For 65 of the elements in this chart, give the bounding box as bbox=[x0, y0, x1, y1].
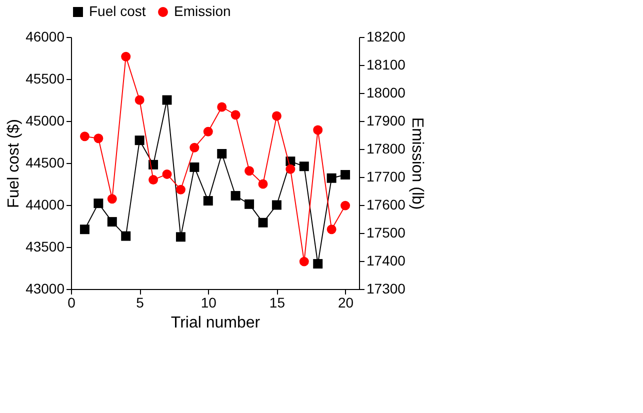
point bbox=[230, 191, 240, 201]
y2-axis-title: Emission (lb) bbox=[408, 117, 426, 210]
point bbox=[299, 256, 309, 266]
y-tick-label: 44000 bbox=[26, 196, 65, 212]
y2-tick-label: 18200 bbox=[366, 28, 406, 44]
point bbox=[258, 179, 268, 189]
y2-tick-label: 17800 bbox=[366, 140, 406, 156]
legend-label: Emission bbox=[174, 3, 231, 19]
point bbox=[326, 173, 336, 183]
point bbox=[121, 231, 131, 241]
y-axis-title: Fuel cost ($) bbox=[6, 119, 23, 208]
point bbox=[244, 166, 254, 176]
point bbox=[107, 194, 117, 204]
point bbox=[162, 95, 172, 105]
point bbox=[190, 142, 200, 152]
y-tick-label: 45500 bbox=[26, 70, 65, 86]
y2-tick-label: 17600 bbox=[366, 196, 406, 212]
point bbox=[80, 132, 90, 142]
point bbox=[190, 162, 200, 172]
y-tick-label: 43500 bbox=[26, 238, 65, 254]
y2-tick-label: 17700 bbox=[366, 168, 406, 184]
point bbox=[107, 217, 117, 227]
point bbox=[217, 149, 227, 159]
point bbox=[244, 199, 254, 209]
point bbox=[176, 184, 186, 194]
point bbox=[162, 169, 172, 179]
y2-tick-label: 17400 bbox=[366, 252, 406, 268]
point bbox=[272, 200, 282, 210]
point bbox=[313, 125, 323, 135]
x-tick-label: 0 bbox=[68, 294, 76, 310]
point bbox=[176, 232, 186, 242]
point bbox=[121, 52, 131, 62]
point bbox=[340, 200, 350, 210]
point bbox=[258, 218, 268, 228]
x-axis-title: Trial number bbox=[170, 314, 261, 332]
point bbox=[134, 136, 144, 146]
x-tick-label: 20 bbox=[338, 294, 354, 310]
point bbox=[217, 102, 227, 112]
point bbox=[326, 224, 336, 234]
point bbox=[313, 259, 323, 269]
point bbox=[203, 126, 213, 136]
point bbox=[299, 162, 309, 172]
y2-tick-label: 18100 bbox=[366, 56, 406, 72]
y-tick-label: 45000 bbox=[26, 112, 65, 128]
x-tick-label: 5 bbox=[136, 294, 144, 310]
point bbox=[94, 134, 104, 144]
y-tick-label: 44500 bbox=[26, 154, 65, 170]
x-tick-label: 15 bbox=[269, 294, 286, 310]
y-tick-label: 46000 bbox=[26, 28, 65, 44]
y-tick-label: 43000 bbox=[26, 280, 65, 296]
y2-tick-label: 17500 bbox=[366, 224, 406, 240]
point bbox=[94, 198, 104, 208]
legend-label: Fuel cost bbox=[89, 3, 146, 19]
point bbox=[272, 111, 282, 121]
point bbox=[134, 95, 144, 105]
point bbox=[203, 196, 213, 206]
x-tick-label: 10 bbox=[200, 294, 217, 310]
y2-tick-label: 17900 bbox=[366, 112, 406, 128]
point bbox=[286, 164, 296, 174]
point bbox=[80, 224, 90, 234]
y2-tick-label: 18000 bbox=[366, 84, 406, 100]
point bbox=[230, 110, 240, 120]
y2-tick-label: 17300 bbox=[366, 280, 406, 296]
point bbox=[340, 170, 350, 180]
point bbox=[148, 175, 158, 185]
